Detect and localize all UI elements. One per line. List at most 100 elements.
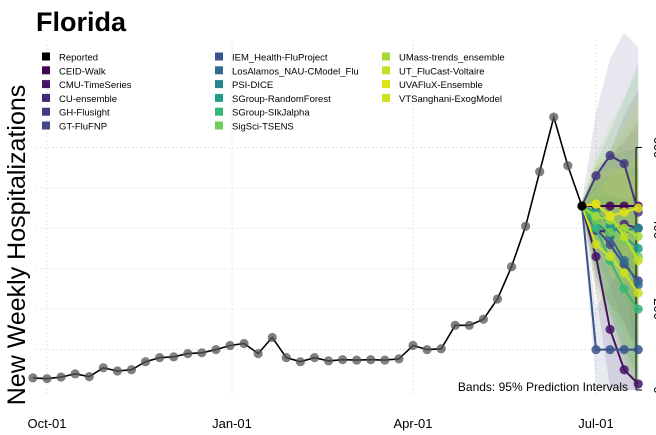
legend-label-11: SigSci-TSENS: [232, 122, 294, 133]
legend-label-9: SGroup-RandomForest: [232, 94, 331, 105]
reported-point-11: [183, 349, 193, 359]
reported-point-28: [422, 344, 432, 355]
legend-key-4: [42, 107, 50, 116]
legend-label-8: PSI-DICE: [232, 80, 273, 91]
forecast-point-VTSanghani-ExogModel-3: [633, 288, 643, 298]
legend-key-3: [42, 93, 50, 102]
legend-label-14: UVAFluX-Ensemble: [399, 80, 483, 91]
forecast-point-CMU-TimeSeries-3: [633, 379, 643, 389]
legend: Reported CEID-Walk CMU-TimeSeries CU-ensemb…: [42, 52, 505, 133]
reported-point-9: [155, 353, 165, 363]
reported-point-24: [366, 355, 376, 365]
reported-point-10: [169, 352, 179, 362]
forecast-point-IEM_Health-FluProject-0: [591, 344, 601, 355]
reported-point-13: [211, 344, 221, 355]
forecast-point-SigSci-TSENS-1: [605, 227, 615, 237]
x-tick-label-3: Jul-01: [578, 416, 613, 431]
forecast-point-SGroup-SIkJalpha-2: [619, 284, 629, 294]
y-tick-label-3: 600: [651, 137, 656, 159]
forecast-point-LosAlamos_NAU-CModel_Flu-2: [619, 256, 629, 266]
grid-lines: [36, 40, 628, 395]
forecast-point-UVAFluX-Ensemble-1: [605, 211, 615, 221]
reported-point-37: [549, 112, 559, 122]
forecast-point-SGroup-SIkJalpha-3: [633, 304, 643, 314]
reported-point-14: [225, 340, 235, 351]
reported-point-38: [563, 161, 573, 171]
last-observed-point: [577, 201, 587, 211]
forecast-point-CMU-TimeSeries-2: [619, 365, 629, 375]
legend-label-1: CEID-Walk: [59, 66, 106, 77]
forecast-point-IEM_Health-FluProject-1: [605, 344, 615, 355]
y-tick-label-0: 0: [651, 386, 656, 393]
forecast-point-LosAlamos_NAU-CModel_Flu-3: [633, 280, 643, 290]
forecast-point-GH-Flusight-0: [591, 171, 601, 181]
band-SigSci-TSENS: [581, 119, 639, 381]
forecast-point-UMass-trends_ensemble-2: [619, 223, 629, 233]
legend-label-2: CMU-TimeSeries: [59, 80, 132, 91]
forecast-point-UT_FluCast-Voltaire-2: [619, 231, 629, 241]
reported-point-3: [70, 369, 80, 379]
forecast-point-UVAFluX-Ensemble-0: [591, 199, 601, 209]
chart-title: Florida: [36, 7, 127, 37]
legend-label-7: LosAlamos_NAU-CModel_Flu: [232, 66, 359, 77]
reported-point-5: [98, 363, 108, 373]
x-tick-label-0: Oct-01: [27, 416, 66, 431]
reported-point-36: [535, 167, 545, 177]
legend-key-6: [215, 52, 223, 61]
legend-key-15: [382, 93, 390, 102]
legend-label-5: GT-FluFNP: [59, 122, 107, 133]
reported-point-18: [281, 353, 291, 363]
reported-point-19: [295, 357, 305, 367]
reported-point-34: [506, 262, 517, 272]
legend-key-5: [42, 121, 50, 130]
legend-key-13: [382, 66, 390, 75]
reported-point-1: [42, 374, 52, 384]
forecast-point-IEM_Health-FluProject-2: [619, 344, 629, 355]
reported-point-6: [112, 366, 122, 376]
reported-point-17: [267, 332, 277, 343]
band-GH-Flusight: [581, 32, 639, 361]
legend-key-9: [215, 93, 223, 102]
forecast-point-PSI-DICE-3: [633, 223, 643, 233]
forecast-point-SGroup-RandomForest-3: [633, 243, 643, 254]
reported-point-23: [352, 355, 362, 365]
y-tick-label-2: 400: [651, 217, 656, 239]
reported-point-31: [464, 320, 474, 330]
legend-label-3: CU-ensemble: [59, 94, 117, 105]
reported-point-2: [56, 372, 66, 382]
legend-label-0: Reported: [59, 53, 98, 64]
reported-point-27: [408, 340, 418, 351]
reported-point-8: [140, 357, 151, 367]
y-tick-label-1: 200: [651, 298, 656, 320]
legend-key-12: [382, 52, 390, 61]
forecast-point-IEM_Health-FluProject-3: [633, 344, 643, 355]
legend-key-14: [382, 80, 390, 89]
y-axis-label: New Weekly Hospitalizations: [3, 85, 31, 406]
forecast-point-CEID-Walk-1: [605, 201, 615, 211]
forecast-point-UMass-trends_ensemble-0: [591, 211, 601, 221]
reported-point-30: [450, 320, 460, 330]
reported-series: [28, 112, 587, 384]
reported-point-29: [436, 344, 446, 354]
forecast-point-CMU-TimeSeries-0: [591, 251, 601, 262]
legend-label-12: UMass-trends_ensemble: [399, 53, 505, 64]
legend-label-6: IEM_Health-FluProject: [232, 53, 328, 64]
reported-point-15: [239, 338, 249, 349]
reported-point-35: [521, 221, 531, 231]
reported-point-0: [28, 373, 38, 383]
legend-label-13: UT_FluCast-Voltaire: [399, 66, 485, 77]
x-axis-ticks: Oct-01 Jan-01 Apr-01 Jul-01: [27, 416, 613, 431]
forecast-point-GH-Flusight-2: [619, 159, 629, 169]
forecast-point-SGroup-SIkJalpha-0: [591, 223, 601, 233]
legend-key-0: [42, 52, 50, 61]
legend-label-4: GH-Flusight: [59, 108, 110, 119]
reported-point-4: [84, 372, 94, 382]
reported-point-25: [380, 355, 390, 365]
forecast-point-UVAFluX-Ensemble-2: [619, 207, 629, 217]
forecast-point-UVAFluX-Ensemble-3: [633, 203, 643, 213]
legend-key-8: [215, 80, 223, 89]
x-tick-label-1: Jan-01: [212, 416, 252, 431]
legend-label-10: SGroup-SIkJalpha: [232, 108, 310, 119]
reported-point-20: [309, 353, 320, 363]
